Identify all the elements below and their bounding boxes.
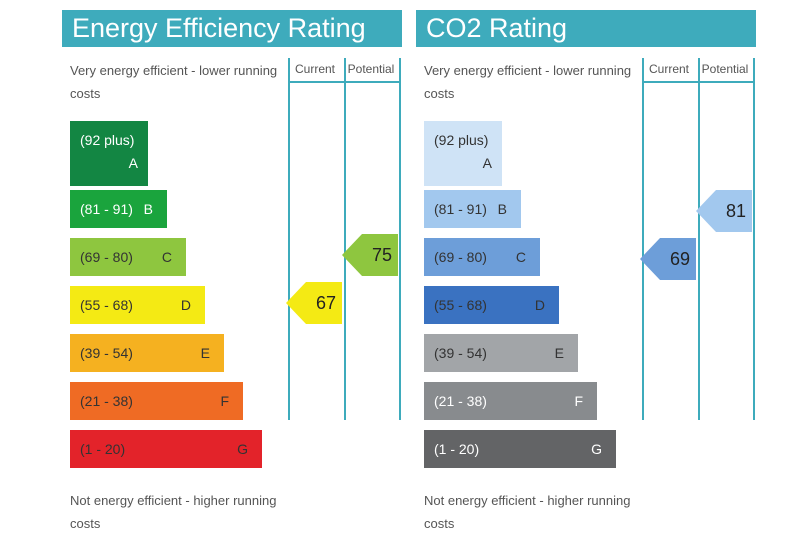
band-range-label: (21 - 38) [434, 393, 487, 409]
header-divider [288, 81, 401, 83]
band-range-label: (39 - 54) [434, 345, 487, 361]
column-divider [399, 58, 401, 420]
band-a: (92 plus) A [424, 121, 502, 186]
band-range-label: (69 - 80) [434, 249, 487, 265]
band-letter-label: D [180, 297, 191, 313]
column-divider [698, 58, 700, 420]
current-rating-arrow: 69 [640, 238, 696, 280]
potential-rating-arrow: 81 [696, 190, 752, 232]
band-range-label: (55 - 68) [434, 297, 487, 313]
band-e: (39 - 54) E [424, 334, 578, 372]
band-range-label: (55 - 68) [80, 297, 133, 313]
top-note: Very energy efficient - lower running co… [70, 63, 278, 101]
current-rating-value: 67 [315, 292, 336, 313]
band-d: (55 - 68) D [70, 286, 205, 324]
band-range-label: (21 - 38) [80, 393, 133, 409]
potential-column-header: Potential [701, 62, 749, 76]
band-range-label: (39 - 54) [80, 345, 133, 361]
band-letter-label: D [534, 297, 545, 313]
band-letter-label: A [482, 155, 492, 171]
band-c: (69 - 80) C [70, 238, 186, 276]
band-b: (81 - 91) B [70, 190, 167, 228]
top-note: Very energy efficient - lower running co… [424, 63, 632, 101]
band-letter-label: B [497, 201, 507, 217]
band-f: (21 - 38) F [70, 382, 243, 420]
band-letter-label: C [515, 249, 526, 265]
current-column-header: Current [648, 62, 689, 76]
energy-efficiency-panel: Energy Efficiency Rating Very energy eff… [62, 10, 402, 550]
band-g: (1 - 20) G [424, 430, 616, 468]
band-range-label: (81 - 91) [434, 201, 487, 217]
band-letter-label: F [220, 393, 229, 409]
band-b: (81 - 91) B [424, 190, 521, 228]
potential-rating-value: 81 [725, 200, 746, 221]
header-divider [642, 81, 755, 83]
current-rating-arrow: 67 [286, 282, 342, 324]
column-divider [753, 58, 755, 420]
current-column-header: Current [294, 62, 335, 76]
potential-column-header: Potential [347, 62, 395, 76]
band-range-label: (1 - 20) [80, 441, 126, 457]
band-letter-label: E [200, 345, 210, 361]
panel-title: CO2 Rating [416, 10, 756, 47]
band-f: (21 - 38) F [424, 382, 597, 420]
potential-rating-arrow: 75 [342, 234, 398, 277]
potential-rating-value: 75 [371, 244, 392, 265]
column-divider [344, 58, 346, 420]
band-range-label: (92 plus) [80, 132, 135, 148]
band-range-label: (81 - 91) [80, 201, 133, 217]
band-e: (39 - 54) E [70, 334, 224, 372]
band-d: (55 - 68) D [424, 286, 559, 324]
current-rating-value: 69 [669, 248, 690, 269]
band-letter-label: A [128, 155, 138, 171]
band-g: (1 - 20) G [70, 430, 262, 468]
bottom-note: Not energy efficient - higher running co… [424, 493, 631, 531]
band-c: (69 - 80) C [424, 238, 540, 276]
band-a: (92 plus) A [70, 121, 148, 186]
band-range-label: (1 - 20) [434, 441, 480, 457]
band-letter-label: C [161, 249, 172, 265]
band-letter-label: G [591, 441, 602, 457]
band-range-label: (69 - 80) [80, 249, 133, 265]
co2-rating-panel: CO2 Rating Very energy efficient - lower… [416, 10, 756, 550]
band-letter-label: B [143, 201, 153, 217]
band-letter-label: G [237, 441, 248, 457]
band-letter-label: E [554, 345, 564, 361]
column-divider [288, 58, 290, 420]
band-letter-label: F [574, 393, 583, 409]
panel-title: Energy Efficiency Rating [62, 10, 402, 47]
bottom-note: Not energy efficient - higher running co… [70, 493, 277, 531]
column-divider [642, 58, 644, 420]
band-range-label: (92 plus) [434, 132, 489, 148]
